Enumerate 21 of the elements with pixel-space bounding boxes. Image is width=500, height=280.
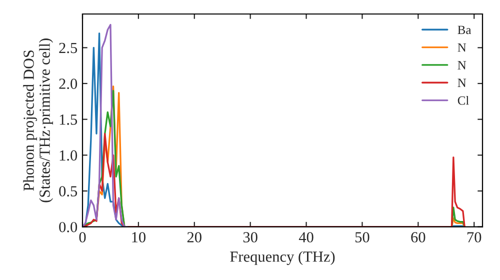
y-tick-label: 2.5 (59, 42, 78, 54)
x-tick-label: 20 (187, 232, 202, 242)
legend-label: N (458, 43, 466, 52)
y-tick-label: 0.5 (59, 186, 78, 196)
x-tick-label: 0 (79, 232, 86, 242)
x-tick-label: 30 (243, 232, 258, 242)
x-tick-label: 50 (355, 232, 370, 242)
y-tick-label: 2.0 (59, 78, 78, 90)
legend-label: N (458, 61, 466, 70)
x-tick-label: 40 (298, 232, 314, 242)
y-tick-label: 1.5 (60, 114, 78, 125)
legend-label: N (458, 78, 466, 87)
y-tick-label: 1.0 (60, 150, 78, 161)
y-axis-title: Phonon projected DOS (States/THz·primitive cell) (23, 38, 53, 202)
x-axis-title: Frequency (THz) (230, 251, 335, 265)
x-tick-label: 70 (467, 232, 482, 242)
x-tick-label: 10 (132, 232, 146, 242)
legend-label: Ba (458, 26, 472, 34)
y-tick-label: 0.0 (59, 222, 78, 232)
x-tick-label: 60 (411, 232, 426, 242)
legend-label: Cl (458, 96, 469, 105)
